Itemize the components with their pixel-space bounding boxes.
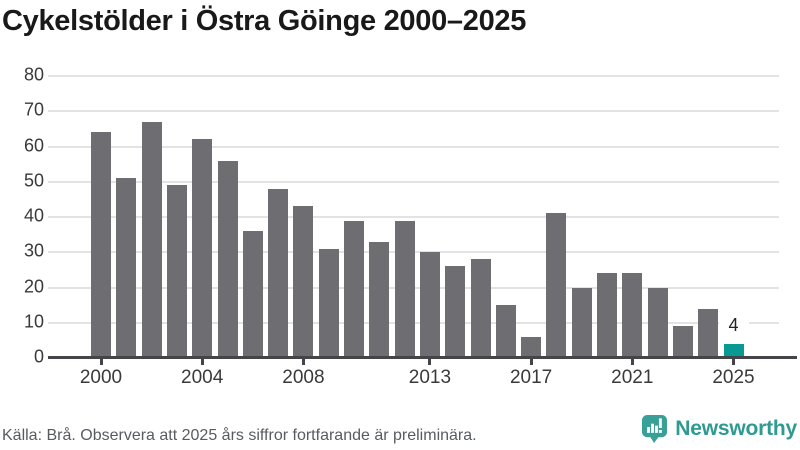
gridline-60 [48,145,779,148]
bar-2002 [141,121,162,358]
bar-2013 [419,252,440,358]
x-axis-label-2013: 2013 [408,367,452,388]
bar-2004 [192,139,213,358]
bar-2019 [571,287,592,358]
y-axis-label-0: 0 [33,346,44,367]
source-note: Källa: Brå. Observera att 2025 års siffr… [2,427,477,444]
bar-2014 [445,266,466,358]
y-axis-label-60: 60 [23,134,44,155]
bar-2024 [698,308,719,358]
bar-2005 [217,160,238,358]
y-axis-label-30: 30 [23,240,44,261]
bar-2018 [546,213,567,358]
y-axis-label-80: 80 [23,64,44,85]
y-axis-label-70: 70 [23,99,44,120]
x-tick-2017 [529,358,533,365]
x-axis-label-2004: 2004 [181,367,224,388]
x-tick-2025 [732,358,735,365]
y-axis-label-20: 20 [23,275,44,296]
bar-value-label-2025: 4 [718,313,749,336]
bar-2003 [166,185,187,358]
x-axis-label-2000: 2000 [79,367,123,388]
bar-2011 [369,241,390,358]
bar-2025 [723,343,744,358]
newsworthy-wordmark: Newsworthy [675,417,797,440]
x-tick-2000 [99,358,103,365]
newsworthy-logo: Newsworthy [641,414,797,444]
gridline-80 [48,75,779,77]
x-axis-label-2021: 2021 [611,367,654,388]
bar-2020 [597,273,617,358]
bar-2022 [647,287,668,358]
bar-2007 [268,188,289,358]
x-axis-label-2008: 2008 [282,367,325,388]
bar-2017 [521,336,542,358]
bar-2008 [293,206,314,358]
newsworthy-bubble-chart-icon [641,414,668,444]
chart-title: Cykelstölder i Östra Göinge 2000–2025 [2,5,527,37]
x-axis-label-2025: 2025 [712,367,755,388]
gridline-70 [48,110,779,113]
bar-2000 [91,132,111,358]
y-axis-label-50: 50 [23,170,44,191]
bar-2016 [495,305,516,358]
y-axis-label-40: 40 [23,205,44,226]
bar-2001 [116,178,137,358]
y-axis-label-10: 10 [23,311,44,332]
x-tick-2013 [428,358,432,365]
bar-2021 [622,273,643,358]
bar-2009 [318,248,339,358]
gridline-40 [48,216,779,218]
x-axis-line [48,356,797,359]
bar-2006 [242,231,263,358]
x-tick-2004 [200,358,204,365]
gridline-50 [48,180,779,183]
bar-2012 [394,220,415,358]
bar-2023 [672,326,693,358]
x-tick-2021 [630,358,634,365]
bar-2015 [470,259,491,358]
x-axis-label-2017: 2017 [509,367,553,388]
x-tick-2008 [301,358,305,365]
bar-2010 [344,220,364,358]
